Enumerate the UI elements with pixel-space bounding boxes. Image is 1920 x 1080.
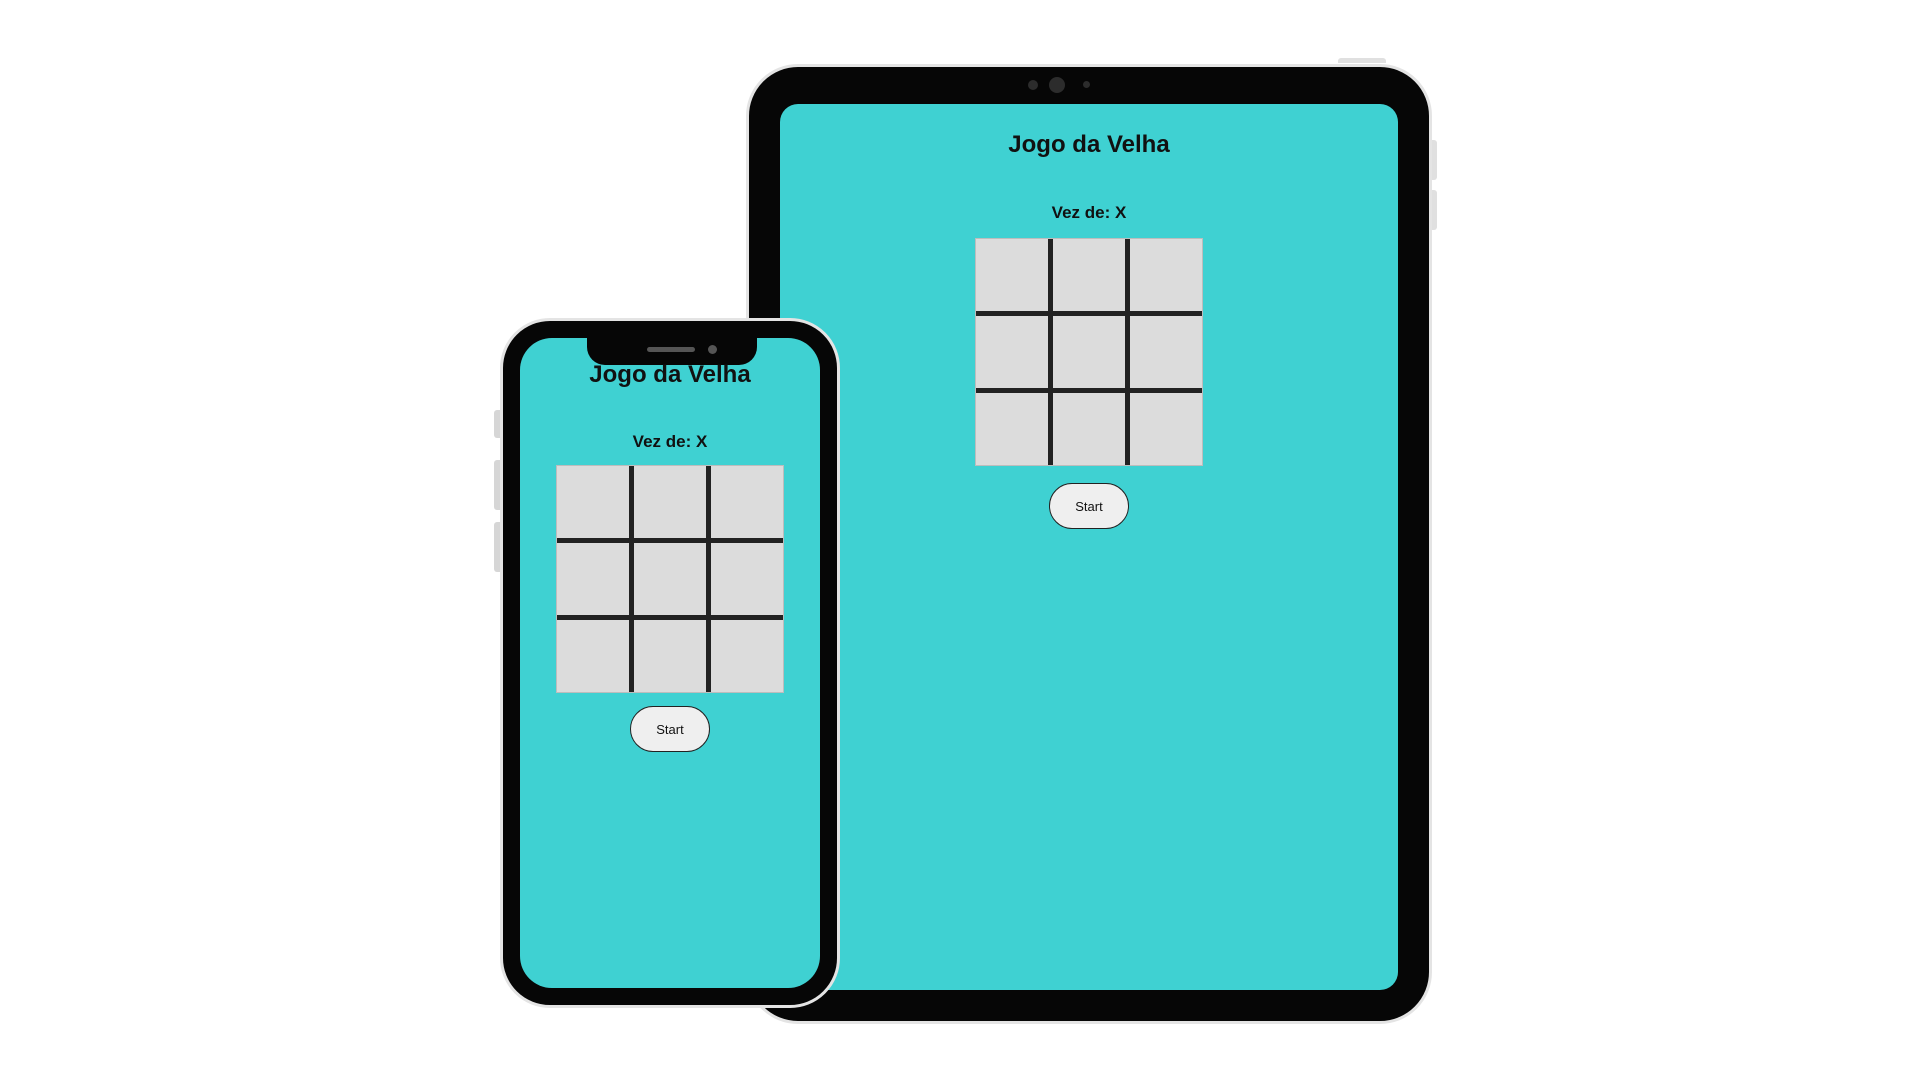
board-cell-7[interactable] [976, 393, 1048, 465]
board-cell-9[interactable] [1130, 393, 1202, 465]
phone-volume-down-button [494, 522, 500, 572]
phone-speaker-icon [647, 347, 695, 352]
board-cell-8[interactable] [634, 620, 706, 692]
tablet-board-area [780, 238, 1398, 466]
phone-board-area [520, 465, 820, 693]
tablet-sensor-icon [1028, 80, 1038, 90]
page-title: Jogo da Velha [1008, 131, 1170, 158]
phone-start-area: Start [520, 706, 820, 752]
tablet-light-sensor-icon [1083, 81, 1090, 88]
board-cell-7[interactable] [557, 620, 629, 692]
board-cell-1[interactable] [557, 466, 629, 538]
phone-turn-area: Vez de: X [520, 431, 820, 453]
board-cell-9[interactable] [711, 620, 783, 692]
tablet-top-button [1338, 58, 1386, 63]
phone-screen: Jogo da Velha Vez de: X S [520, 338, 820, 988]
game-board [556, 465, 784, 693]
tablet-screen: Jogo da Velha Vez de: X S [780, 104, 1398, 990]
page-title: Jogo da Velha [589, 361, 751, 388]
board-cell-3[interactable] [1130, 239, 1202, 311]
phone-device: Jogo da Velha Vez de: X S [500, 318, 840, 1008]
tablet-start-area: Start [780, 483, 1398, 529]
board-cell-2[interactable] [634, 466, 706, 538]
board-cell-6[interactable] [1130, 316, 1202, 388]
board-cell-4[interactable] [976, 316, 1048, 388]
phone-volume-up-button [494, 460, 500, 510]
board-cell-2[interactable] [1053, 239, 1125, 311]
turn-indicator: Vez de: X [632, 432, 708, 451]
board-cell-4[interactable] [557, 543, 629, 615]
board-cell-8[interactable] [1053, 393, 1125, 465]
board-cell-5[interactable] [634, 543, 706, 615]
board-cell-5[interactable] [1053, 316, 1125, 388]
tablet-turn-area: Vez de: X [780, 202, 1398, 224]
phone-notch [587, 338, 757, 365]
tablet-app: Jogo da Velha [780, 130, 1398, 160]
phone-camera-icon [708, 345, 717, 354]
turn-indicator: Vez de: X [1051, 203, 1127, 222]
phone-silent-switch [494, 410, 500, 438]
tablet-volume-up-button [1432, 140, 1437, 180]
tablet-volume-down-button [1432, 190, 1437, 230]
tablet-device: Jogo da Velha Vez de: X S [746, 64, 1432, 1024]
board-cell-1[interactable] [976, 239, 1048, 311]
game-board [975, 238, 1203, 466]
tablet-camera-icon [1049, 77, 1065, 93]
board-cell-6[interactable] [711, 543, 783, 615]
start-button[interactable]: Start [1049, 483, 1129, 529]
board-cell-3[interactable] [711, 466, 783, 538]
phone-app: Jogo da Velha [520, 360, 820, 390]
start-button[interactable]: Start [630, 706, 710, 752]
